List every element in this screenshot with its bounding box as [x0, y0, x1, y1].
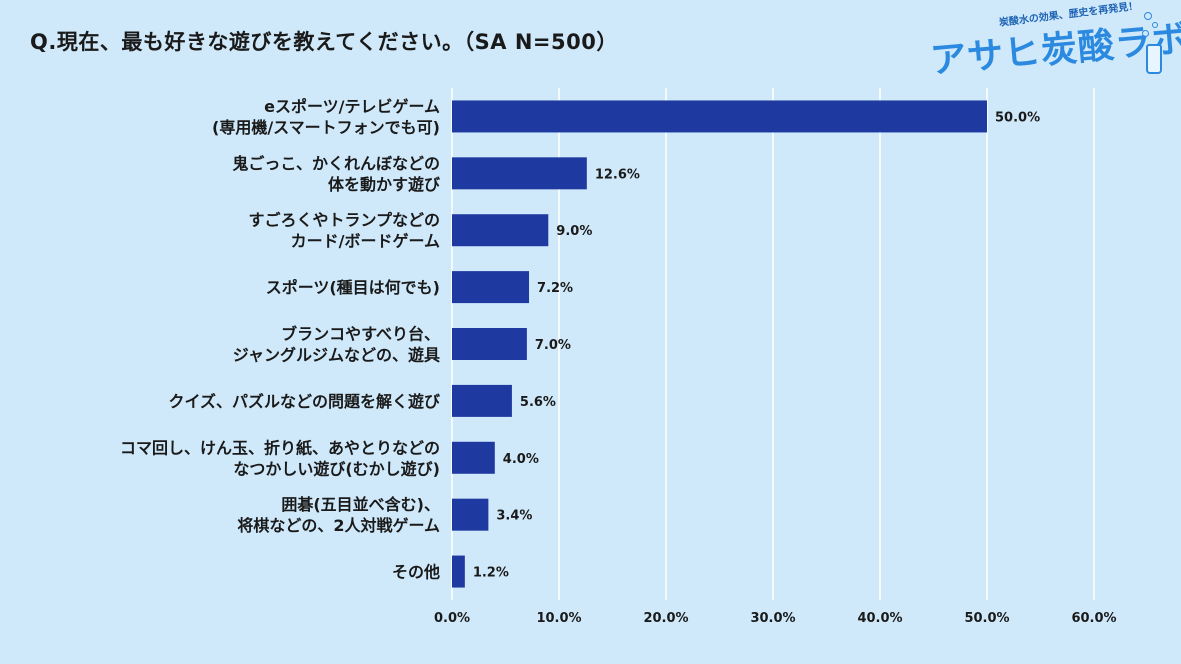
- x-tick-label: 60.0%: [1071, 611, 1116, 626]
- bottle-icon: [1146, 44, 1162, 74]
- x-tick-label: 20.0%: [643, 611, 688, 626]
- value-label: 7.0%: [535, 338, 571, 353]
- bar: [452, 328, 527, 360]
- category-label: 体を動かす遊び: [328, 175, 441, 194]
- category-label: ジャングルジムなどの、遊具: [233, 346, 440, 365]
- value-label: 4.0%: [503, 452, 539, 467]
- category-label: スポーツ(種目は何でも): [266, 278, 440, 297]
- value-label: 7.2%: [537, 281, 573, 296]
- bar: [452, 555, 465, 588]
- value-label: 9.0%: [556, 224, 592, 239]
- bar: [452, 157, 587, 190]
- x-tick-label: 40.0%: [857, 611, 902, 626]
- x-tick-label: 0.0%: [434, 611, 470, 626]
- category-label: その他: [392, 563, 440, 582]
- category-label: 将棋などの、2人対戦ゲーム: [237, 516, 440, 535]
- category-label: 鬼ごっこ、かくれんぼなどの: [232, 154, 440, 173]
- category-label: コマ回し、けん玉、折り紙、あやとりなどの: [120, 438, 440, 457]
- bubble-icon: [1144, 12, 1152, 20]
- x-tick-label: 30.0%: [750, 611, 795, 626]
- category-label: カード/ボードゲーム: [291, 232, 440, 251]
- bar: [452, 100, 987, 133]
- bar: [452, 384, 512, 417]
- question-title: Q.現在、最も好きな遊びを教えてください。（SA N=500）: [30, 30, 618, 54]
- category-label: eスポーツ/テレビゲーム: [264, 97, 440, 116]
- value-label: 12.6%: [595, 167, 640, 182]
- category-label: すごろくやトランプなどの: [248, 211, 440, 230]
- value-label: 50.0%: [995, 110, 1040, 125]
- bar: [452, 441, 495, 474]
- bubble-icon: [1142, 30, 1149, 37]
- category-label: なつかしい遊び(むかし遊び): [233, 459, 440, 478]
- bar: [452, 271, 530, 304]
- value-label: 1.2%: [473, 566, 509, 581]
- bubble-icon: [1152, 22, 1158, 28]
- x-tick-label: 50.0%: [964, 611, 1009, 626]
- category-label: クイズ、パズルなどの問題を解く遊び: [168, 392, 441, 411]
- value-label: 3.4%: [496, 509, 532, 524]
- bar: [452, 214, 549, 247]
- value-label: 5.6%: [520, 395, 556, 410]
- category-label: (専用機/スマートフォンでも可): [212, 118, 440, 137]
- x-tick-label: 10.0%: [536, 611, 581, 626]
- bar: [452, 498, 489, 531]
- category-label: 囲碁(五目並べ含む)、: [281, 495, 440, 514]
- category-label: ブランコやすべり台、: [281, 325, 440, 344]
- brand-logo: 炭酸水の効果、歴史を再発見！ アサヒ炭酸ラボ: [922, 1, 1181, 94]
